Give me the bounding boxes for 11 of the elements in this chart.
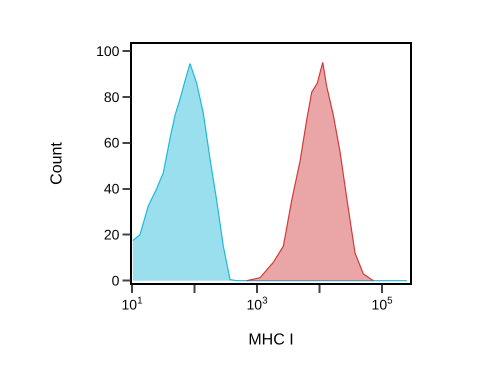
y-tick-label: 80 (104, 88, 120, 105)
y-tick-label: 20 (104, 226, 120, 243)
x-tick-label: 10$^{3}$ (246, 296, 268, 313)
x-tick-label: 10$^{1}$ (121, 296, 143, 313)
y-axis-title: Count (48, 142, 66, 185)
y-tick-label: 100 (96, 42, 120, 59)
x-tick-label: 10$^{5}$ (372, 296, 394, 313)
y-tick-label: 0 (112, 272, 120, 289)
y-tick-label: 40 (104, 180, 120, 197)
y-tick-label: 60 (104, 134, 120, 151)
x-axis-title: MHC I (248, 332, 294, 349)
